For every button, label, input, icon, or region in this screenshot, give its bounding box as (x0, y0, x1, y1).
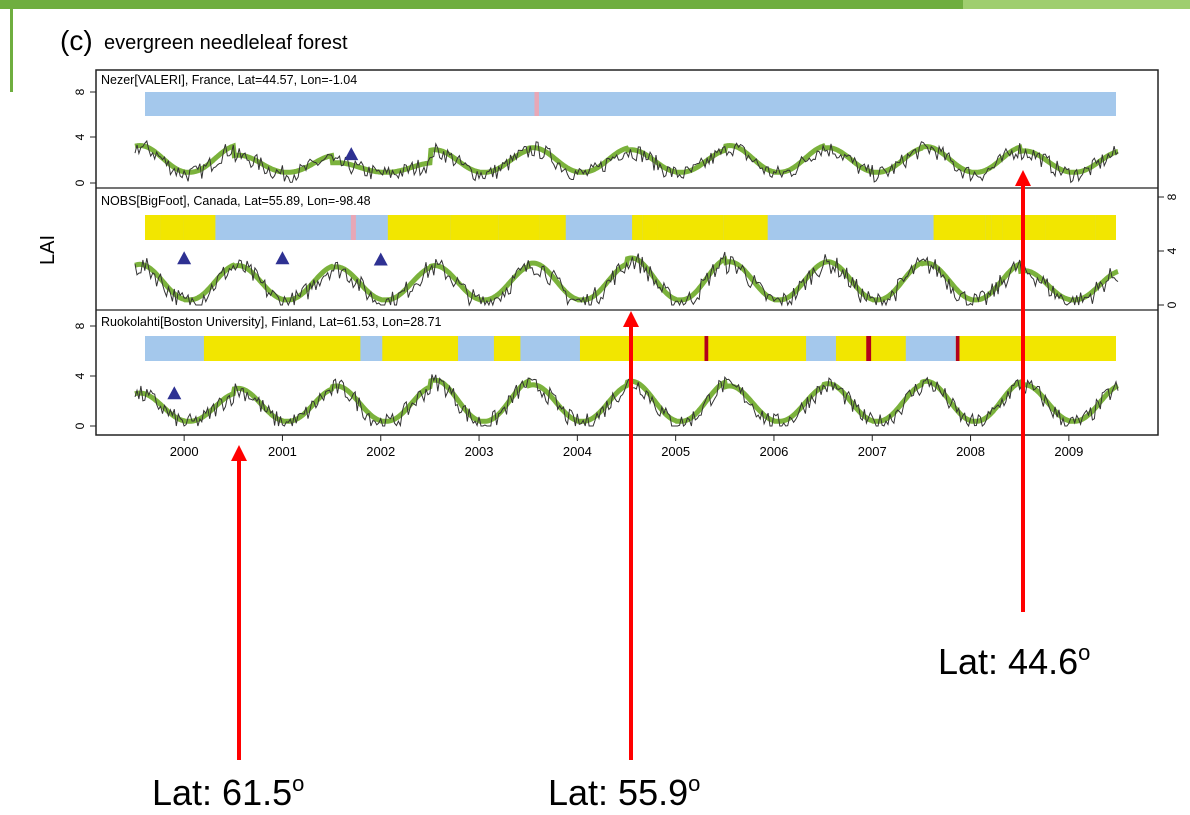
x-tick-label-2003: 2003 (465, 444, 494, 459)
svg-text:8: 8 (73, 322, 87, 329)
slide-accent-line (10, 0, 13, 92)
peak-marker (167, 386, 182, 400)
qa-segment (360, 336, 383, 361)
qa-segment (985, 215, 992, 240)
qa-segment (539, 215, 566, 240)
plot-frame (95, 69, 1159, 436)
panel-title: evergreen needleleaf forest (104, 32, 348, 54)
svg-text:8: 8 (1165, 193, 1179, 200)
x-tick-label-2007: 2007 (858, 444, 887, 459)
lai-curves (134, 139, 1119, 428)
qa-segment (498, 215, 540, 240)
qa-segment (642, 215, 658, 240)
lat-label-55-9: Lat: 55.9o (548, 771, 701, 813)
qa-segment (183, 215, 216, 240)
x-axis-ticks: 2000 2001 2002 2003 2004 2005 2006 2007 2008 2009 (170, 435, 1083, 459)
qa-segment (350, 215, 356, 240)
x-tick-label-2008: 2008 (956, 444, 985, 459)
qa-segment (704, 336, 709, 361)
qa-segment (933, 215, 986, 240)
x-tick-label-2000: 2000 (170, 444, 199, 459)
qa-segment (723, 215, 768, 240)
y-ticks-panel-1: 0 4 8 (73, 88, 96, 186)
slide-accent-bar-light (963, 0, 1190, 9)
peak-marker (275, 251, 290, 265)
qa-segment (955, 336, 960, 361)
qa-segment (1045, 215, 1096, 240)
svg-text:4: 4 (73, 133, 87, 140)
svg-text:0: 0 (1165, 301, 1179, 308)
y-ticks-panel-2: 0 4 8 (1158, 193, 1179, 308)
qa-segment (534, 92, 539, 116)
qa-segment (520, 336, 580, 361)
y-ticks-panel-3: 0 4 8 (73, 322, 96, 429)
qa-segment (145, 215, 161, 240)
y-axis-label: LAI (37, 235, 59, 265)
lai-raw-curve-2 (134, 251, 1119, 307)
qa-segment (632, 215, 643, 240)
peak-marker (373, 252, 388, 266)
x-tick-label-2009: 2009 (1054, 444, 1083, 459)
panel-title-nobs: NOBS[BigFoot], Canada, Lat=55.89, Lon=-9… (101, 194, 371, 208)
lai-smooth-curve-3 (134, 377, 1119, 424)
x-tick-label-2005: 2005 (661, 444, 690, 459)
qa-segment (905, 336, 956, 361)
qa-segment (458, 336, 494, 361)
arrow-head-55-9 (623, 311, 639, 327)
qa-segment (160, 215, 184, 240)
svg-text:8: 8 (73, 88, 87, 95)
qa-segment (991, 215, 1003, 240)
x-tick-label-2001: 2001 (268, 444, 297, 459)
lai-raw-curve-1 (134, 139, 1119, 184)
x-label-mask (560, 473, 690, 493)
peak-marker (177, 251, 192, 265)
peak-marker (344, 147, 359, 161)
panel-title-ruokolahti: Ruokolahti[Boston University], Finland, … (101, 315, 442, 329)
qa-segment (1095, 215, 1116, 240)
arrow-head-61-5 (231, 445, 247, 461)
panel-letter: (c) (60, 25, 93, 56)
qa-strip-1 (145, 92, 1116, 116)
svg-text:0: 0 (73, 179, 87, 186)
x-tick-label-2002: 2002 (366, 444, 395, 459)
svg-text:0: 0 (73, 422, 87, 429)
annotation-arrows (231, 170, 1031, 760)
svg-text:4: 4 (73, 372, 87, 379)
qa-segment (866, 336, 872, 361)
qa-strips (145, 92, 1116, 361)
panel-title-nezer: Nezer[VALERI], France, Lat=44.57, Lon=-1… (101, 73, 357, 87)
svg-text:4: 4 (1165, 247, 1179, 254)
x-tick-label-2006: 2006 (759, 444, 788, 459)
arrow-head-44-6 (1015, 170, 1031, 186)
lai-raw-curve-3 (134, 374, 1119, 428)
lat-label-44-6: Lat: 44.6o (938, 640, 1091, 682)
x-tick-label-2004: 2004 (563, 444, 592, 459)
qa-segment (387, 215, 451, 240)
qa-segment (145, 336, 204, 361)
qa-segment (806, 336, 836, 361)
slide-accent-bar (0, 0, 1190, 9)
peak-markers (167, 147, 388, 400)
qa-segment (450, 215, 499, 240)
lat-label-61-5: Lat: 61.5o (152, 771, 305, 813)
qa-segment (657, 215, 724, 240)
